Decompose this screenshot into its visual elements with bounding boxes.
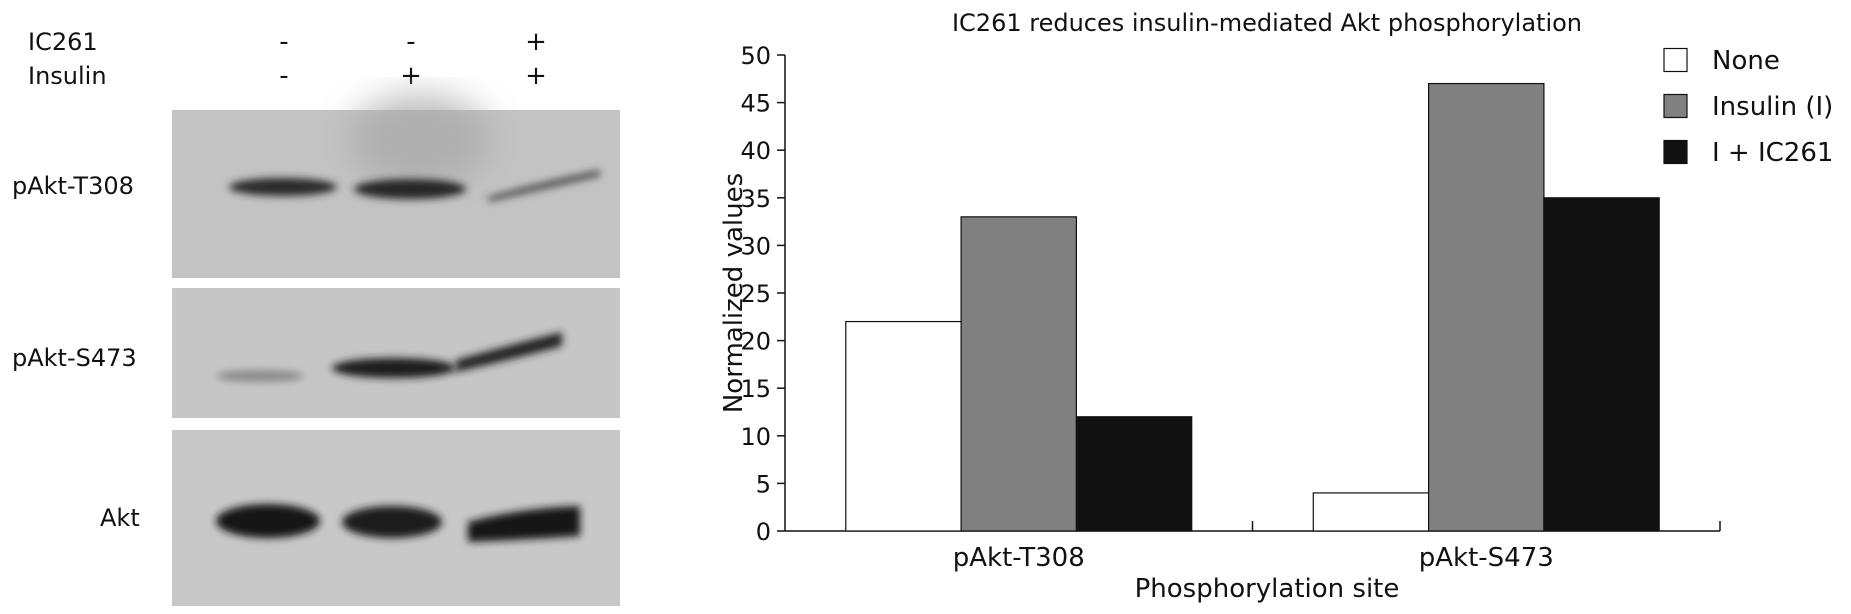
blot-panel-pakt-s473 (172, 288, 620, 418)
ic261-lane-1-sign: - (279, 27, 288, 57)
x-tick-label: pAkt-T308 (953, 543, 1085, 573)
ic261-lane-3-sign: + (525, 27, 547, 57)
panel-label-pakt-t308: pAkt-T308 (12, 172, 134, 200)
bar-chart: IC261 reduces insulin-mediated Akt phosp… (719, 9, 1833, 604)
bar-pakt-t308-insulin-i (960, 216, 1078, 532)
legend-label: I + IC261 (1712, 138, 1833, 168)
y-axis-label: Normalized values (719, 173, 749, 413)
treatment-label-ic261: IC261 (28, 28, 98, 56)
chart-bars (845, 82, 1660, 532)
x-axis-label: Phosphorylation site (1135, 574, 1400, 604)
y-tick-label: 10 (740, 423, 771, 451)
blot-panel-pakt-t308 (172, 95, 620, 278)
insulin-lane-2-sign: + (400, 61, 422, 91)
y-tick-label: 30 (740, 232, 771, 260)
x-tick-label: pAkt-S473 (1419, 543, 1554, 573)
legend-swatch (1663, 139, 1688, 165)
bar-pakt-s473-none (1312, 492, 1430, 532)
y-axis-ticks: 0 5 10 15 20 25 30 35 40 45 50 (740, 42, 785, 546)
insulin-lane-3-sign: + (525, 61, 547, 91)
treatment-label-insulin: Insulin (28, 62, 107, 90)
legend-swatch (1663, 93, 1688, 119)
x-axis-ticks: pAkt-T308 pAkt-S473 (953, 521, 1721, 573)
chart-legend: None Insulin (I) I + IC261 (1663, 46, 1833, 168)
bar-pakt-t308-i-ic261 (1075, 416, 1193, 532)
bar-pakt-s473-i-ic261 (1543, 197, 1660, 532)
panel-label-akt: Akt (100, 504, 140, 532)
y-tick-label: 0 (756, 518, 771, 546)
y-tick-label: 25 (740, 280, 771, 308)
y-tick-label: 50 (740, 42, 771, 70)
y-tick-label: 15 (740, 375, 771, 403)
panel-label-pakt-s473: pAkt-S473 (12, 344, 137, 372)
bar-pakt-t308-none (845, 320, 962, 532)
blot-panel-akt (172, 430, 620, 606)
western-blot: IC261 Insulin - - + - + + pAkt-T308 pAkt… (12, 27, 620, 606)
y-tick-label: 40 (740, 137, 771, 165)
y-tick-label: 20 (740, 328, 771, 356)
bar-pakt-s473-insulin-i (1427, 82, 1545, 532)
ic261-lane-2-sign: - (406, 27, 415, 57)
insulin-lane-1-sign: - (279, 61, 288, 91)
legend-label: None (1712, 46, 1780, 76)
chart-title: IC261 reduces insulin-mediated Akt phosp… (952, 9, 1582, 37)
y-tick-label: 45 (740, 90, 771, 118)
y-tick-label: 35 (740, 185, 771, 213)
y-tick-label: 5 (756, 470, 771, 498)
legend-label: Insulin (I) (1712, 92, 1833, 122)
legend-swatch (1663, 47, 1688, 73)
